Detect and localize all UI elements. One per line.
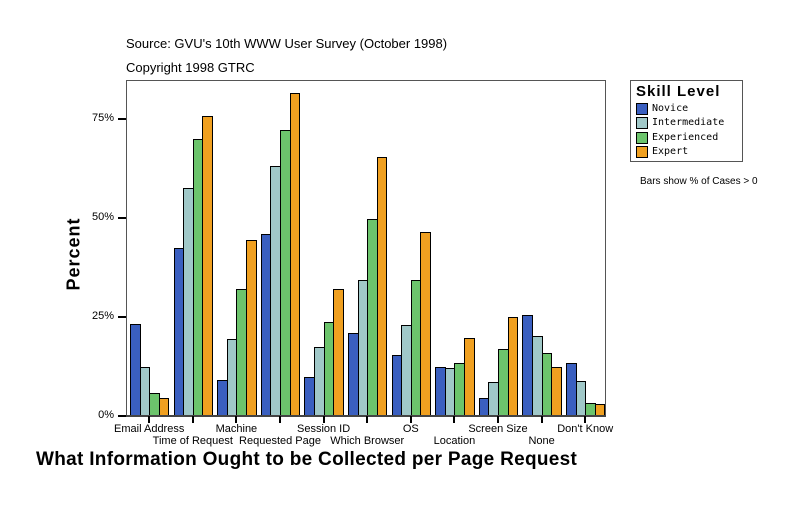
x-tick-label: Machine [215, 423, 258, 435]
bar-expert [376, 157, 388, 416]
copyright-text: Copyright 1998 GTRC [126, 60, 255, 75]
x-tick-label: Requested Page [239, 435, 321, 447]
y-tick-label: 0% [98, 409, 114, 421]
x-tick [191, 416, 194, 423]
x-tick [540, 416, 543, 423]
bar-expert [464, 338, 475, 416]
y-tick [118, 415, 126, 417]
legend-title: Skill Level [636, 83, 721, 100]
legend-label: Expert [652, 146, 689, 157]
y-tick-label: 75% [91, 112, 114, 124]
y-tick-label: 50% [91, 211, 114, 223]
x-tick-label: None [528, 435, 555, 447]
bar-expert [202, 115, 213, 416]
bar-expert [420, 232, 431, 416]
bar-expert [333, 289, 344, 416]
y-tick [118, 316, 126, 318]
x-tick [148, 416, 151, 423]
x-tick-label: Location [433, 435, 476, 447]
y-tick [118, 118, 126, 120]
y-tick-label: 25% [91, 310, 114, 322]
x-axis-title: What Information Ought to be Collected p… [36, 449, 578, 470]
legend-swatch [636, 131, 648, 144]
x-tick-label: Email Address [114, 423, 185, 435]
legend-item-intermediate: Intermediate [636, 116, 724, 129]
x-tick [584, 416, 587, 423]
legend-swatch [636, 145, 648, 158]
bar-expert [246, 240, 257, 416]
legend-item-experienced: Experienced [636, 131, 718, 144]
legend-item-expert: Expert [636, 145, 688, 158]
legend-label: Experienced [652, 132, 719, 143]
x-tick [279, 416, 281, 423]
legend-item-novice: Novice [636, 102, 688, 115]
x-tick-label: Time of Request [152, 435, 233, 447]
x-tick-label: Session ID [296, 423, 351, 435]
legend-swatch [636, 102, 648, 115]
legend: Skill Level Novice Intermediate Experien… [630, 80, 743, 162]
x-tick-label: Don't Know [557, 423, 614, 435]
x-tick [453, 416, 456, 423]
x-tick [409, 416, 412, 423]
legend-swatch [636, 116, 648, 129]
x-tick-label: Which Browser [330, 435, 405, 447]
bar-expert [507, 317, 519, 416]
chart-note: Bars show % of Cases > 0 [640, 176, 758, 187]
legend-label: Novice [652, 103, 689, 114]
plot-area [126, 80, 606, 416]
bar-expert [551, 367, 562, 416]
bar-expert [289, 93, 301, 416]
x-tick [366, 416, 369, 423]
source-text: Source: GVU's 10th WWW User Survey (Octo… [126, 36, 448, 51]
x-axis-line [118, 415, 606, 417]
x-tick [497, 416, 499, 423]
legend-label: Intermediate [652, 117, 725, 128]
x-tick [322, 416, 325, 423]
x-tick-label: OS [402, 423, 419, 435]
x-tick [235, 416, 238, 423]
y-axis-title: Percent [63, 217, 84, 291]
bar-expert [158, 398, 170, 416]
y-tick [118, 217, 126, 219]
x-tick-label: Screen Size [468, 423, 528, 435]
